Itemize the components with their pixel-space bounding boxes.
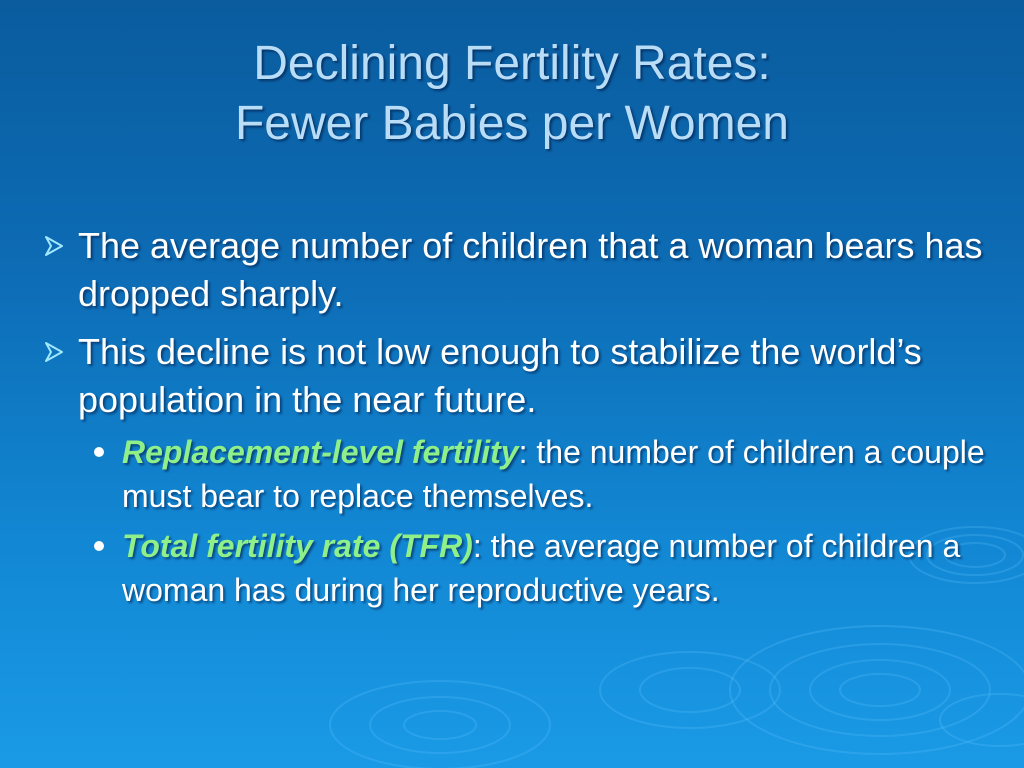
bullet-item: This decline is not low enough to stabil… <box>44 328 1004 424</box>
term-total-fertility-rate: Total fertility rate (TFR) <box>122 528 473 564</box>
dot-bullet-icon <box>94 541 104 551</box>
title-line-2: Fewer Babies per Women <box>234 97 789 150</box>
bullet-item: The average number of children that a wo… <box>44 222 1004 318</box>
sub-bullet-item: Total fertility rate (TFR): the average … <box>44 524 1004 612</box>
dot-bullet-icon <box>94 447 104 457</box>
title-line-1: Declining Fertility Rates: <box>253 37 771 90</box>
definition-text: : the average number of children a woman… <box>122 528 961 608</box>
sub-bullet-list: Replacement-level fertility: the number … <box>44 430 1004 612</box>
term-replacement-level-fertility: Replacement-level fertility <box>122 434 519 470</box>
bullet-text: The average number of children that a wo… <box>78 225 983 314</box>
slide-title: Declining Fertility Rates: Fewer Babies … <box>0 34 1024 154</box>
sub-bullet-item: Replacement-level fertility: the number … <box>44 430 1004 518</box>
definition-text: : the number of children a couple must b… <box>122 434 985 514</box>
slide-body: The average number of children that a wo… <box>44 222 1004 618</box>
arrow-bullet-icon <box>45 342 63 362</box>
arrow-bullet-icon <box>45 236 63 256</box>
bullet-text: This decline is not low enough to stabil… <box>78 331 922 420</box>
